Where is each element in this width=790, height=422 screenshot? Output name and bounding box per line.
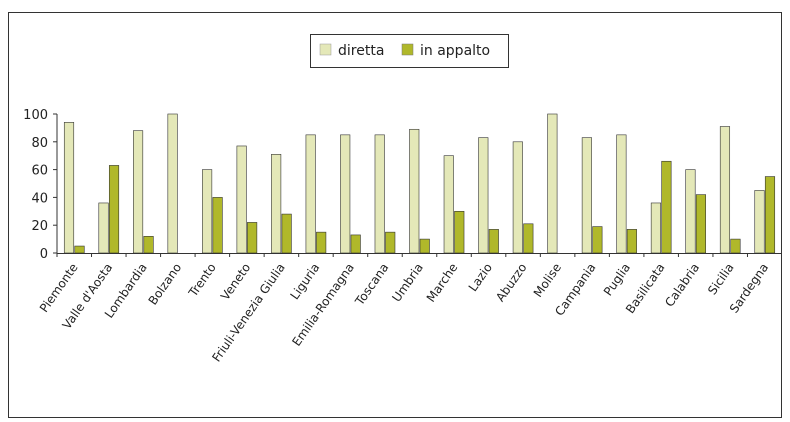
bar-diretta-9 bbox=[374, 134, 385, 254]
bar-in-appalto-17 bbox=[661, 160, 672, 254]
bar-in-appalto-10 bbox=[419, 238, 430, 254]
bar-in-appalto-4 bbox=[212, 197, 223, 254]
bar-diretta-10 bbox=[409, 128, 420, 254]
bar-diretta-19 bbox=[719, 126, 731, 254]
bar-diretta-16 bbox=[616, 134, 627, 254]
bars bbox=[63, 113, 776, 254]
bar-diretta-12 bbox=[478, 137, 489, 254]
legend-label-diretta: diretta bbox=[338, 43, 384, 59]
bar-in-appalto-12 bbox=[488, 229, 499, 254]
bar-diretta-20 bbox=[754, 190, 765, 254]
bar-diretta-5 bbox=[236, 145, 247, 254]
y-tick-label: 40 bbox=[31, 191, 48, 206]
bar-in-appalto-7 bbox=[316, 231, 327, 254]
bar-in-appalto-11 bbox=[454, 211, 465, 254]
bar-diretta-11 bbox=[443, 155, 454, 254]
bar-in-appalto-1 bbox=[108, 165, 120, 254]
bar-diretta-2 bbox=[133, 130, 144, 254]
y-tick-label: 60 bbox=[31, 164, 48, 179]
bar-diretta-0 bbox=[63, 122, 75, 254]
bar-in-appalto-16 bbox=[626, 229, 637, 254]
bar-in-appalto-5 bbox=[247, 222, 258, 254]
bar-in-appalto-20 bbox=[764, 176, 776, 254]
bar-diretta-18 bbox=[685, 169, 696, 254]
bar-diretta-8 bbox=[340, 134, 351, 254]
legend-swatch-in-appalto bbox=[401, 43, 414, 56]
bar-in-appalto-13 bbox=[523, 223, 534, 254]
bar-diretta-13 bbox=[512, 141, 523, 254]
bar-in-appalto-19 bbox=[730, 238, 741, 254]
axes: 0 20 40 60 80 100 bbox=[23, 108, 782, 262]
y-tick-label: 80 bbox=[31, 136, 48, 151]
bar-in-appalto-8 bbox=[350, 234, 361, 254]
bar-diretta-15 bbox=[581, 137, 592, 254]
bar-in-appalto-0 bbox=[74, 245, 85, 254]
bar-diretta-3 bbox=[167, 113, 178, 254]
bar-in-appalto-2 bbox=[143, 236, 154, 254]
legend-swatch-diretta bbox=[319, 43, 332, 56]
y-tick-label: 0 bbox=[40, 247, 48, 262]
legend-label-in-appalto: in appalto bbox=[420, 43, 490, 59]
bar-diretta-1 bbox=[98, 202, 109, 254]
y-tick-label: 100 bbox=[23, 108, 48, 123]
bar-in-appalto-6 bbox=[281, 213, 292, 254]
bar-in-appalto-18 bbox=[695, 194, 706, 254]
bar-diretta-4 bbox=[202, 169, 213, 254]
y-tick-label: 20 bbox=[31, 219, 48, 234]
bar-diretta-6 bbox=[271, 154, 282, 254]
bar-in-appalto-15 bbox=[592, 226, 603, 254]
legend: diretta in appalto bbox=[310, 34, 509, 68]
bar-diretta-7 bbox=[305, 134, 316, 254]
bar-in-appalto-9 bbox=[385, 231, 396, 254]
bar-diretta-17 bbox=[650, 202, 661, 254]
bar-diretta-14 bbox=[547, 113, 558, 254]
